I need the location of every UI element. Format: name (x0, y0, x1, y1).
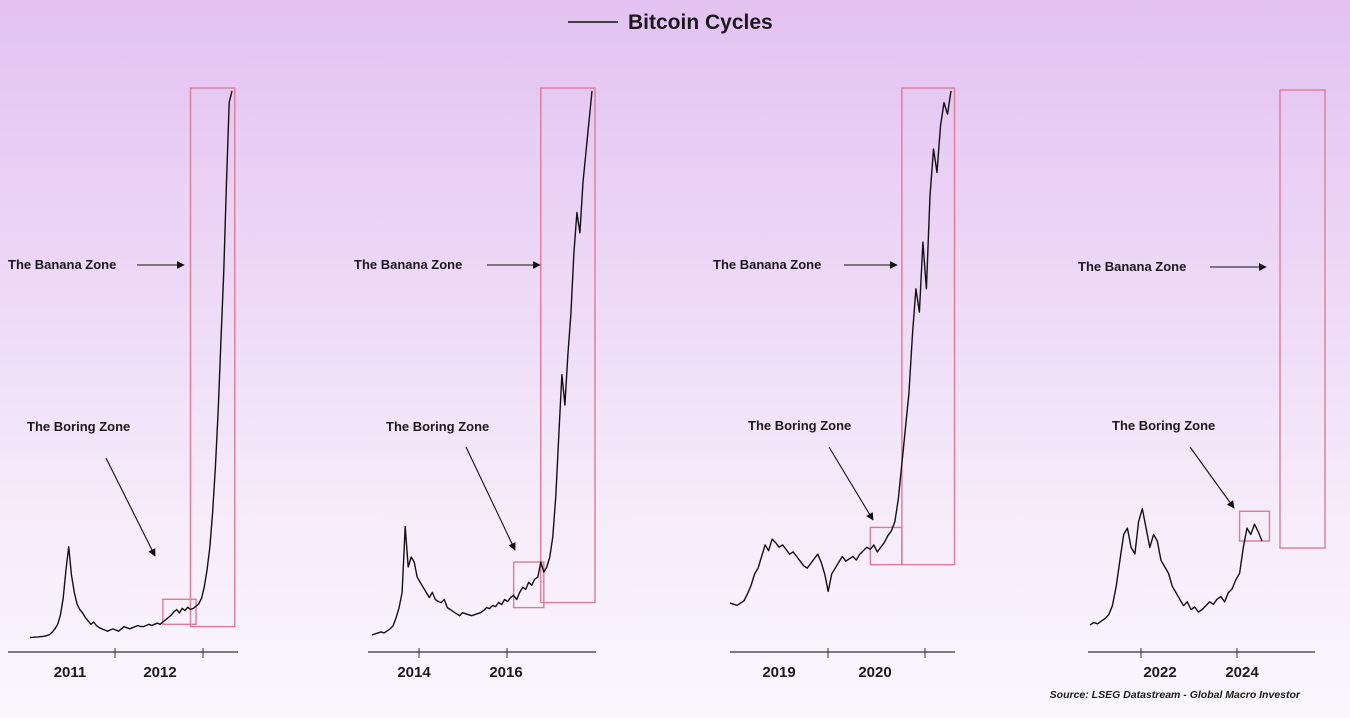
banana-zone-label: The Banana Zone (354, 257, 462, 272)
boring-zone-label: The Boring Zone (748, 418, 851, 433)
legend: Bitcoin Cycles (568, 11, 773, 34)
x-tick-label: 2014 (397, 664, 431, 681)
banana-zone-box (1279, 89, 1326, 549)
boring-zone-label: The Boring Zone (27, 419, 130, 434)
x-tick-label: 2022 (1143, 664, 1176, 681)
banana-zone-label: The Banana Zone (713, 257, 821, 272)
x-tick-label: 2011 (54, 664, 87, 681)
x-tick-label: 2024 (1225, 664, 1259, 681)
panel-cycle-4: 2022 2024 The Banana Zone The Boring Zone (1078, 89, 1326, 681)
bitcoin-price-line (729, 90, 952, 607)
source-note: Source: LSEG Datastream - Global Macro I… (1050, 689, 1301, 701)
panel-cycle-2: 2014 2016 The Banana Zone The Boring Zone (354, 87, 596, 681)
boring-zone-arrow (1189, 446, 1235, 509)
panel-cycle-1: 2011 2012 The Banana Zone The Boring Zone (8, 87, 238, 681)
boring-zone-arrow (828, 446, 874, 521)
banana-zone-label: The Banana Zone (1078, 259, 1186, 274)
bitcoin-price-line (1089, 508, 1263, 626)
bitcoin-price-line (29, 90, 233, 639)
x-tick-label: 2020 (858, 664, 891, 681)
banana-zone-label: The Banana Zone (8, 257, 116, 272)
legend-label: Bitcoin Cycles (628, 11, 773, 34)
boring-zone-arrow (465, 446, 516, 551)
banana-zone-box (901, 87, 956, 566)
banana-zone-box (189, 87, 236, 628)
x-tick-label: 2016 (489, 664, 522, 681)
x-tick-label: 2019 (762, 664, 795, 681)
panel-cycle-3: 2019 2020 The Banana Zone The Boring Zone (713, 87, 956, 681)
boring-zone-label: The Boring Zone (1112, 418, 1215, 433)
boring-zone-label: The Boring Zone (386, 419, 489, 434)
bitcoin-price-line (371, 90, 593, 636)
boring-zone-box (162, 598, 197, 626)
boring-zone-box (512, 561, 545, 609)
boring-zone-box (1238, 510, 1271, 542)
boring-zone-arrow (105, 457, 156, 557)
x-tick-label: 2012 (143, 664, 176, 681)
banana-zone-box (540, 87, 596, 604)
